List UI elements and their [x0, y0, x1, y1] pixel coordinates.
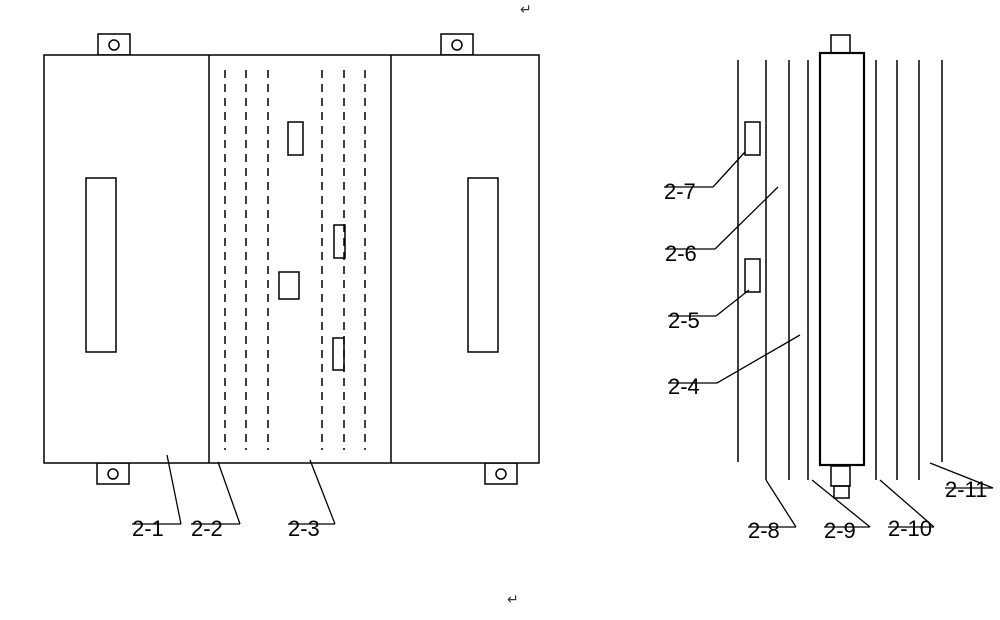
- callout-label-2-9: 2-9: [824, 518, 856, 543]
- callout-label-2-11: 2-11: [945, 477, 987, 502]
- return-glyph: ↵: [507, 591, 519, 607]
- callout-label-2-10: 2-10: [888, 516, 932, 541]
- callout-label-2-4: 2-4: [668, 374, 700, 399]
- core-rect: [820, 53, 864, 465]
- return-glyph: ↵: [520, 1, 532, 17]
- callout-label-2-1: 2-1: [132, 516, 164, 541]
- callout-label-2-5: 2-5: [668, 308, 700, 333]
- callout-label-2-7: 2-7: [664, 179, 696, 204]
- callout-label-2-2: 2-2: [191, 516, 223, 541]
- callout-label-2-6: 2-6: [665, 241, 697, 266]
- callout-label-2-3: 2-3: [288, 516, 320, 541]
- callout-label-2-8: 2-8: [748, 518, 780, 543]
- left-view-outer: [44, 55, 539, 463]
